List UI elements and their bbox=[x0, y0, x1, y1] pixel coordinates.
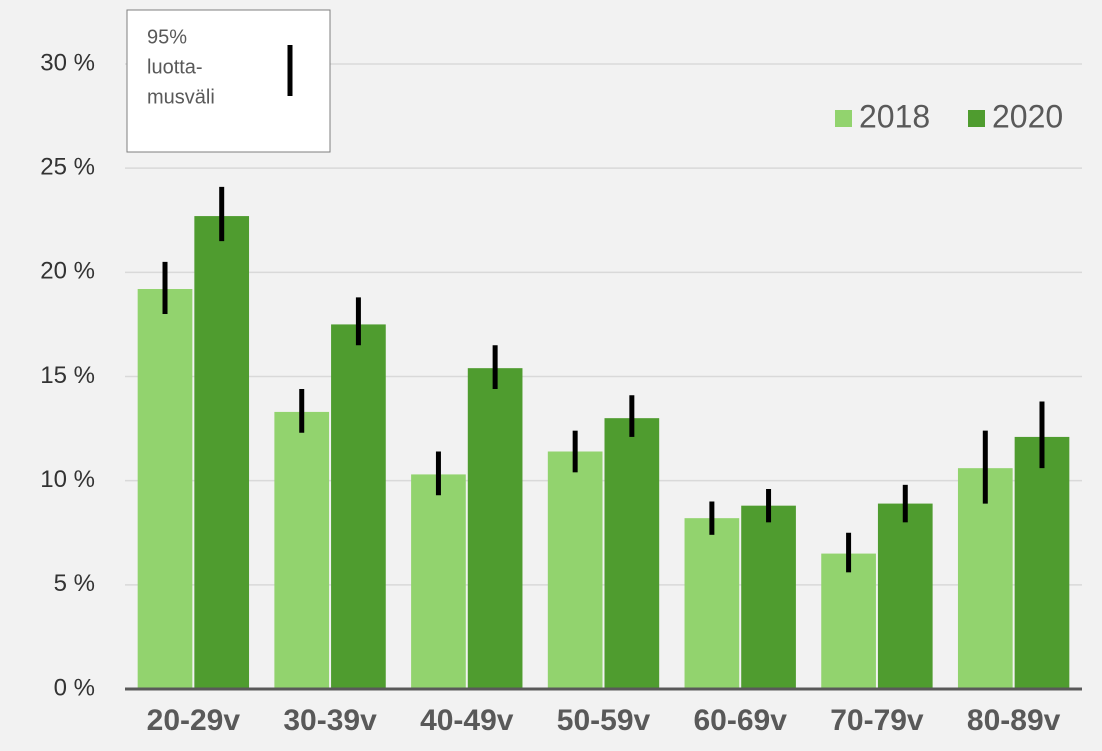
ci-legend-text: 95% bbox=[147, 26, 187, 48]
x-tick-label: 40-49v bbox=[420, 704, 514, 737]
legend-label: 2020 bbox=[992, 98, 1063, 134]
bar bbox=[821, 553, 876, 689]
bar bbox=[467, 368, 523, 689]
bar bbox=[741, 505, 796, 689]
y-tick-label: 15 % bbox=[40, 362, 95, 389]
legend-swatch bbox=[968, 110, 985, 127]
bar bbox=[274, 411, 330, 689]
y-tick-label: 0 % bbox=[54, 674, 95, 701]
bar bbox=[331, 324, 386, 689]
bar bbox=[604, 418, 660, 689]
bar bbox=[1014, 436, 1070, 689]
bar bbox=[194, 216, 250, 690]
ci-legend-text: luotta- bbox=[147, 56, 203, 78]
x-tick-label: 50-59v bbox=[557, 704, 651, 737]
legend-label: 2018 bbox=[859, 98, 930, 134]
y-tick-label: 25 % bbox=[40, 154, 95, 181]
bar bbox=[957, 468, 1013, 689]
ci-legend-text: musväli bbox=[147, 86, 215, 108]
x-tick-label: 70-79v bbox=[830, 704, 924, 737]
y-tick-label: 10 % bbox=[40, 466, 95, 493]
x-tick-label: 20-29v bbox=[147, 704, 241, 737]
y-tick-label: 20 % bbox=[40, 258, 95, 285]
bar bbox=[137, 289, 193, 689]
x-tick-label: 80-89v bbox=[967, 704, 1061, 737]
bar bbox=[547, 451, 603, 689]
y-tick-label: 30 % bbox=[40, 49, 95, 76]
bar bbox=[411, 474, 466, 689]
x-tick-label: 30-39v bbox=[283, 704, 377, 737]
bar bbox=[684, 518, 740, 689]
bar bbox=[877, 503, 933, 689]
legend-swatch bbox=[835, 110, 852, 127]
ci-legend-box bbox=[126, 9, 331, 153]
y-tick-label: 5 % bbox=[54, 570, 95, 597]
x-tick-label: 60-69v bbox=[694, 704, 788, 737]
